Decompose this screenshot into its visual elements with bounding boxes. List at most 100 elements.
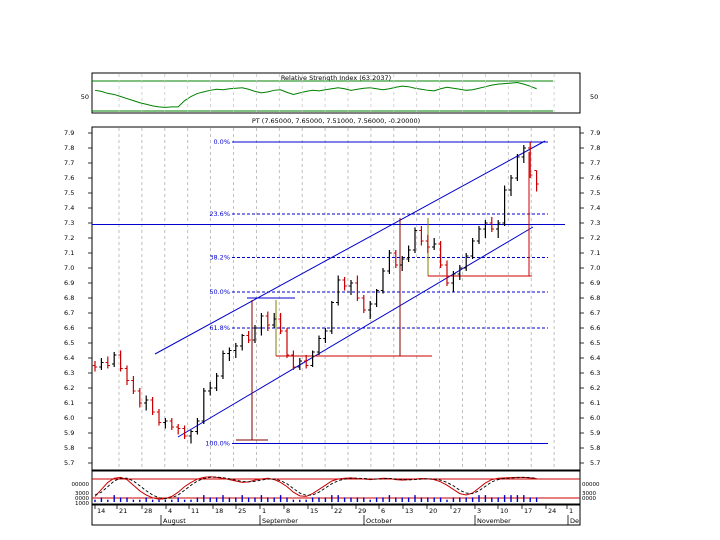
x-day-label: 4 — [168, 507, 172, 515]
ohlc-bar — [118, 350, 123, 372]
ohlc-bar — [227, 347, 232, 361]
ohlc-bar — [150, 397, 155, 415]
ohlc-bar — [182, 425, 187, 439]
x-day-label: 22 — [334, 507, 342, 515]
ohlc-bar — [489, 217, 494, 232]
rsi-title: Relative Strength Index (63.2037) — [281, 74, 391, 82]
ohlc-bar — [502, 185, 507, 226]
price-tick-label-left: 6.3 — [64, 369, 74, 377]
x-day-label: 27 — [453, 507, 461, 515]
ohlc-bar — [432, 238, 437, 250]
ohlc-bar — [355, 275, 360, 301]
price-tick-label-right: 6.4 — [590, 354, 600, 362]
fib-level-label: 0.0% — [213, 138, 230, 146]
ohlc-bar — [195, 418, 200, 435]
price-tick-label-left: 7.3 — [64, 219, 74, 227]
x-day-label: 21 — [119, 507, 127, 515]
ohlc-bar — [515, 154, 520, 181]
rsi-panel: Relative Strength Index (63.2037) 50 50 — [81, 72, 598, 114]
ohlc-bar — [323, 328, 328, 343]
stoch-tick-left-0: 00000 — [72, 482, 90, 488]
stoch-k-line — [94, 476, 537, 500]
price-tick-label-right: 5.8 — [590, 444, 600, 452]
stoch-d-line — [94, 476, 537, 500]
price-tick-label-left: 7.7 — [64, 159, 74, 167]
price-title: PT (7.65000, 7.65000, 7.51000, 7.56000, … — [252, 117, 420, 125]
price-panel: PT (7.65000, 7.65000, 7.51000, 7.56000, … — [64, 74, 600, 471]
price-tick-label-right: 6.9 — [590, 279, 600, 287]
x-day-label: 6 — [381, 507, 385, 515]
ohlc-bar — [310, 350, 315, 367]
ohlc-bar — [336, 275, 341, 306]
x-day-label: 13 — [405, 507, 413, 515]
price-tick-label-left: 7.2 — [64, 234, 74, 242]
fib-level-label: 23.6% — [209, 210, 230, 218]
ohlc-bar — [131, 376, 136, 394]
stoch-tick-left-2: 0000 — [75, 496, 89, 502]
ohlc-bar — [374, 289, 379, 307]
ohlc-bar — [278, 313, 283, 334]
ohlc-bar — [259, 313, 264, 336]
price-tick-label-left: 6.2 — [64, 384, 74, 392]
ohlc-bar — [156, 409, 162, 426]
ohlc-bar — [233, 343, 238, 358]
stoch-tick-right-1: 3000 — [582, 491, 596, 497]
x-day-label: 8 — [286, 507, 290, 515]
rsi-frame — [91, 72, 581, 114]
ohlc-bar — [208, 382, 213, 396]
ohlc-bar — [220, 350, 226, 379]
x-day-label: 15 — [310, 507, 318, 515]
x-day-label: 18 — [215, 507, 223, 515]
ohlc-bar — [387, 250, 392, 274]
ohlc-bar — [137, 388, 142, 408]
x-day-label: 17 — [524, 507, 532, 515]
x-day-label: 25 — [238, 507, 246, 515]
ohlc-bar — [163, 418, 168, 429]
ohlc-bar — [169, 418, 174, 430]
ohlc-bar — [284, 328, 290, 358]
ohlc-bar — [470, 238, 475, 259]
ohlc-bar — [444, 260, 450, 286]
price-tick-label-right: 7.0 — [590, 264, 600, 272]
rsi-line — [94, 82, 537, 108]
ohlc-bar — [176, 424, 181, 435]
price-tick-label-right: 6.5 — [590, 339, 600, 347]
ohlc-bar — [457, 265, 462, 280]
ohlc-bar — [483, 220, 488, 238]
price-tick-label-right: 6.3 — [590, 369, 600, 377]
ohlc-bar — [476, 226, 482, 244]
price-tick-label-left: 6.5 — [64, 339, 74, 347]
price-tick-label-right: 7.3 — [590, 219, 600, 227]
x-day-label: 29 — [358, 507, 366, 515]
price-tick-label-right: 7.4 — [590, 204, 600, 212]
ohlc-bar — [412, 227, 418, 253]
ohlc-bar — [400, 256, 405, 271]
price-tick-label-left: 6.6 — [64, 324, 74, 332]
price-tick-label-left: 6.0 — [64, 414, 74, 422]
price-tick-label-left: 6.9 — [64, 279, 74, 287]
price-tick-label-right: 6.2 — [590, 384, 600, 392]
ohlc-bar — [361, 295, 366, 313]
ohlc-bar — [112, 352, 117, 367]
x-month-label: November — [477, 517, 511, 525]
x-day-label: 28 — [144, 507, 152, 515]
x-day-label: 1 — [262, 507, 266, 515]
stochastic-panel: 00000 3000 0000 1000 00000 3000 0000 — [72, 470, 600, 507]
x-day-label: 14 — [97, 507, 105, 515]
ohlc-bar — [528, 142, 533, 178]
ohlc-bar — [380, 268, 386, 294]
channel-upper-line — [154, 140, 546, 355]
ohlc-bar — [144, 395, 149, 411]
price-tick-label-right: 7.2 — [590, 234, 600, 242]
ohlc-bar — [240, 334, 245, 351]
ohlc-bar — [272, 313, 277, 328]
price-tick-label-left: 5.9 — [64, 429, 74, 437]
price-tick-label-right: 6.0 — [590, 414, 600, 422]
price-tick-label-left: 6.7 — [64, 309, 74, 317]
fib-level-label: 61.8% — [209, 324, 230, 332]
price-tick-label-left: 6.8 — [64, 294, 74, 302]
price-tick-label-right: 7.5 — [590, 189, 600, 197]
price-tick-label-left: 7.1 — [64, 249, 74, 257]
ohlc-bar — [508, 175, 514, 196]
